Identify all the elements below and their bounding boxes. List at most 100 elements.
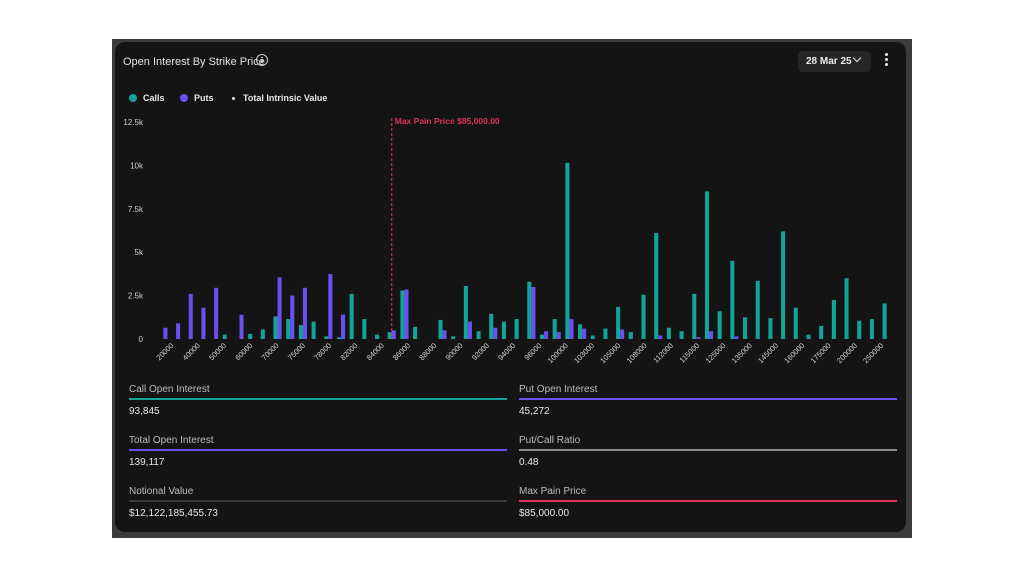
call-bar (501, 321, 506, 339)
put-bar (328, 273, 333, 339)
call-bar (743, 317, 748, 339)
put-bar (302, 287, 307, 339)
x-tick-label: 108000 (625, 341, 649, 365)
put-bar (734, 336, 739, 339)
put-bar (569, 319, 574, 339)
call-bar (692, 293, 697, 339)
put-bar (442, 330, 447, 339)
y-tick-label: 7.5k (128, 205, 144, 214)
calls-dot-icon (129, 94, 137, 102)
put-bar (239, 314, 244, 339)
call-bar (552, 319, 557, 339)
panel-title: Open Interest By Strike Price (123, 56, 265, 68)
y-tick-label: 0 (139, 335, 144, 344)
call-bar (616, 306, 621, 339)
call-bar (387, 332, 392, 339)
call-bar (704, 191, 709, 339)
call-bar (489, 313, 494, 339)
y-tick-label: 5k (135, 248, 144, 257)
call-bar (248, 333, 253, 339)
stat-underline (519, 500, 897, 502)
call-bar (565, 162, 570, 339)
legend-puts-label: Puts (194, 93, 214, 103)
x-tick-label: 60000 (233, 341, 254, 362)
call-bar (527, 281, 532, 339)
x-tick-label: 100000 (546, 341, 570, 365)
put-bar (290, 295, 295, 339)
legend-calls-label: Calls (143, 93, 165, 103)
open-interest-panel: Open Interest By Strike Price 28 Mar 25 … (115, 42, 906, 532)
x-tick-label: 78000 (312, 341, 333, 362)
x-tick-label: 84000 (365, 341, 386, 362)
call-bar (679, 331, 684, 339)
legend-intrinsic-label: Total Intrinsic Value (243, 93, 328, 103)
put-bar (544, 331, 549, 339)
stat-label: Total Open Interest (129, 435, 214, 446)
x-tick-label: 112000 (651, 341, 675, 365)
call-bar (539, 334, 545, 339)
put-bar (531, 286, 536, 339)
call-bar (781, 231, 786, 339)
put-bar (493, 327, 498, 339)
call-bar (463, 286, 468, 339)
stat-value: 93,845 (129, 406, 160, 417)
stat-underline (519, 398, 897, 400)
more-options-icon[interactable] (883, 53, 889, 69)
call-bar (755, 280, 760, 339)
chevron-down-icon (852, 53, 862, 63)
call-bar (375, 334, 380, 339)
stat-underline (129, 398, 507, 400)
call-bar (324, 336, 329, 339)
x-tick-label: 82000 (338, 341, 359, 362)
put-bar (658, 335, 663, 339)
call-bar (298, 325, 303, 339)
call-bar (451, 336, 456, 339)
call-bar (286, 319, 291, 339)
call-bar (768, 318, 773, 339)
x-tick-label: 105000 (598, 341, 622, 365)
x-tick-label: 88000 (417, 341, 438, 362)
call-bar (222, 334, 227, 339)
x-tick-label: 20000 (154, 341, 175, 362)
call-bar (793, 307, 798, 339)
x-tick-label: 250000 (861, 341, 885, 365)
put-bar (404, 289, 409, 339)
x-tick-label: 75000 (286, 341, 307, 362)
x-tick-label: 40000 (181, 341, 202, 362)
put-bar (709, 331, 714, 339)
call-bar (400, 290, 405, 339)
y-tick-label: 2.5k (128, 292, 144, 301)
call-bar (844, 278, 849, 339)
y-tick-label: 12.5k (123, 118, 144, 127)
stat-label: Call Open Interest (129, 384, 210, 395)
card-frame: Open Interest By Strike Price 28 Mar 25 … (112, 39, 912, 538)
x-tick-label: 160000 (782, 341, 806, 365)
call-bar (590, 335, 595, 339)
x-tick-label: 50000 (207, 341, 228, 362)
call-bar (641, 294, 646, 339)
stat-value: 45,272 (519, 406, 550, 417)
stat-label: Put Open Interest (519, 384, 598, 395)
x-tick-label: 86000 (391, 341, 412, 362)
call-bar (349, 293, 354, 339)
stat-label: Max Pain Price (519, 486, 587, 497)
put-bar (556, 332, 561, 339)
x-tick-label: 135000 (730, 341, 754, 365)
info-icon[interactable] (256, 54, 268, 66)
call-bar (857, 320, 862, 339)
call-bar (882, 303, 887, 339)
expiry-date-select[interactable]: 28 Mar 25 (798, 51, 871, 72)
stat-label: Notional Value (129, 486, 194, 497)
put-bar (391, 330, 396, 339)
put-bar (696, 337, 701, 339)
max-pain-label: Max Pain Price $85,000.00 (395, 116, 500, 126)
x-tick-label: 125000 (703, 341, 727, 365)
put-bar (620, 329, 625, 339)
call-bar (260, 329, 265, 339)
x-tick-label: 200000 (835, 341, 859, 365)
x-tick-label: 103000 (572, 341, 596, 365)
stat-value: 0.48 (519, 457, 539, 468)
call-bar (273, 316, 278, 339)
call-bar (654, 233, 659, 339)
call-bar (717, 311, 722, 339)
